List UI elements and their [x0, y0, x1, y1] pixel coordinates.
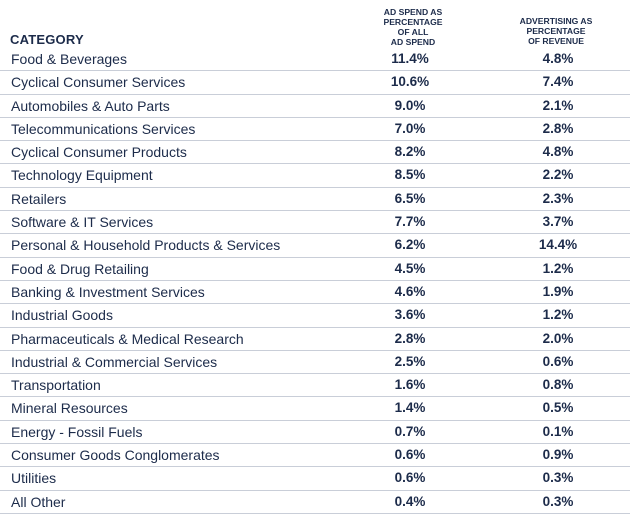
table-row: Food & Drug Retailing 4.5% 1.2%: [0, 258, 630, 281]
ad-pct-revenue-cell: 0.9%: [542, 447, 574, 463]
ad-spend-share-cell: 0.4%: [394, 493, 426, 509]
category-cell: Personal & Household Products & Services: [11, 237, 281, 254]
table-row: Food & Beverages 11.4% 4.8%: [0, 48, 630, 72]
table-row: Consumer Goods Conglomerates 0.6% 0.9%: [0, 444, 630, 468]
ad-pct-revenue-cell: 14.4%: [538, 237, 578, 253]
ad-pct-revenue-cell: 0.8%: [542, 377, 574, 393]
category-cell: Retailers: [11, 190, 67, 207]
ad-spend-share-column-header: AD SPEND AS PERCENTAGE OF ALL AD SPEND: [365, 7, 461, 47]
ad-pct-revenue-cell: 2.1%: [542, 97, 574, 113]
table-row: Mineral Resources 1.4% 0.5%: [0, 397, 630, 421]
ad-pct-revenue-cell: 4.8%: [542, 51, 574, 66]
table-row: Utilities 0.6% 0.3%: [0, 467, 630, 491]
table-row: Software & IT Services 7.7% 3.7%: [0, 211, 630, 235]
ad-spend-share-cell: 6.2%: [394, 237, 426, 253]
ad-spend-share-cell: 0.7%: [394, 423, 426, 439]
ad-pct-revenue-column-header: ADVERTISING AS PERCENTAGE OF REVENUE: [504, 16, 608, 46]
table-row: Transportation 1.6% 0.8%: [0, 374, 630, 398]
category-cell: Industrial Goods: [11, 307, 113, 324]
category-cell: Automobiles & Auto Parts: [11, 97, 170, 114]
header-line: PERCENTAGE: [526, 26, 586, 36]
category-cell: Energy - Fossil Fuels: [11, 423, 143, 440]
ad-spend-share-cell: 10.6%: [390, 74, 430, 90]
ad-spend-share-cell: 4.6%: [394, 283, 426, 299]
table-header: CATEGORY AD SPEND AS PERCENTAGE OF ALL A…: [0, 0, 630, 48]
table-row: Telecommunications Services 7.0% 2.8%: [0, 118, 630, 142]
table-row: Personal & Household Products & Services…: [0, 234, 630, 258]
table-body: Food & Beverages 11.4% 4.8% Cyclical Consum…: [0, 48, 630, 514]
ad-spend-share-cell: 0.6%: [394, 447, 426, 463]
table-row: Energy - Fossil Fuels 0.7% 0.1%: [0, 421, 630, 445]
ad-spend-share-cell: 9.0%: [394, 97, 426, 113]
ad-spend-share-cell: 4.5%: [394, 260, 426, 276]
ad-pct-revenue-cell: 0.1%: [542, 423, 574, 439]
category-cell: Banking & Investment Services: [11, 283, 205, 300]
table-row: Technology Equipment 8.5% 2.2%: [0, 164, 630, 188]
table-row: All Other 0.4% 0.3%: [0, 491, 630, 514]
ad-spend-share-cell: 2.5%: [394, 353, 426, 369]
table-row: Banking & Investment Services 4.6% 1.9%: [0, 281, 630, 305]
table-row: Retailers 6.5% 2.3%: [0, 188, 630, 212]
ad-pct-revenue-cell: 7.4%: [542, 74, 574, 90]
ad-spend-share-cell: 7.0%: [394, 120, 426, 136]
table-row: Automobiles & Auto Parts 9.0% 2.1%: [0, 95, 630, 118]
ad-spend-share-cell: 11.4%: [391, 51, 429, 66]
ad-pct-revenue-cell: 4.8%: [542, 144, 574, 160]
table-row: Industrial Goods 3.6% 1.2%: [0, 304, 630, 328]
category-column-header: CATEGORY: [10, 32, 84, 47]
table-row: Cyclical Consumer Products 8.2% 4.8%: [0, 141, 630, 165]
category-cell: Telecommunications Services: [11, 120, 196, 137]
category-cell: Software & IT Services: [11, 214, 154, 231]
ad-pct-revenue-cell: 1.2%: [542, 307, 574, 323]
ad-spend-share-cell: 1.6%: [394, 377, 426, 393]
category-cell: Consumer Goods Conglomerates: [11, 447, 220, 464]
ad-pct-revenue-cell: 1.2%: [542, 260, 574, 276]
ad-spend-share-cell: 3.6%: [394, 307, 426, 323]
header-line: OF ALL: [397, 27, 429, 37]
ad-pct-revenue-cell: 2.8%: [542, 120, 574, 136]
category-cell: Transportation: [11, 377, 101, 394]
ad-pct-revenue-cell: 3.7%: [542, 214, 574, 230]
ad-spend-share-cell: 8.5%: [394, 167, 426, 183]
header-line: AD SPEND AS: [383, 7, 443, 17]
header-line: PERCENTAGE: [383, 17, 443, 27]
ad-pct-revenue-cell: 0.6%: [542, 353, 574, 369]
category-cell: All Other: [11, 493, 66, 510]
header-line: ADVERTISING AS: [519, 16, 593, 26]
category-cell: Industrial & Commercial Services: [11, 353, 218, 370]
category-cell: Cyclical Consumer Services: [11, 74, 186, 91]
ad-pct-revenue-cell: 0.5%: [542, 400, 574, 416]
category-cell: Cyclical Consumer Products: [11, 144, 187, 161]
ad-pct-revenue-cell: 2.0%: [542, 330, 574, 346]
header-line: OF REVENUE: [528, 36, 584, 46]
category-cell: Pharmaceuticals & Medical Research: [11, 330, 244, 347]
ad-pct-revenue-cell: 0.3%: [542, 470, 574, 486]
ad-pct-revenue-cell: 2.2%: [542, 167, 574, 183]
ad-pct-revenue-cell: 1.9%: [542, 283, 574, 299]
ad-pct-revenue-cell: 2.3%: [542, 190, 574, 206]
ad-spend-share-cell: 2.8%: [394, 330, 426, 346]
table-row: Industrial & Commercial Services 2.5% 0.6%: [0, 351, 630, 375]
ad-spend-share-cell: 6.5%: [394, 190, 426, 206]
category-cell: Food & Beverages: [11, 51, 127, 67]
ad-pct-revenue-cell: 0.3%: [542, 493, 574, 509]
category-cell: Food & Drug Retailing: [11, 260, 149, 277]
category-cell: Mineral Resources: [11, 400, 128, 417]
ad-spend-share-cell: 8.2%: [394, 144, 426, 160]
ad-spend-share-cell: 1.4%: [394, 400, 426, 416]
table-row: Pharmaceuticals & Medical Research 2.8% 2.…: [0, 328, 630, 351]
table-row: Cyclical Consumer Services 10.6% 7.4%: [0, 71, 630, 95]
ad-spend-share-cell: 7.7%: [394, 214, 426, 230]
category-cell: Utilities: [11, 470, 57, 487]
ad-spend-share-cell: 0.6%: [394, 470, 426, 486]
header-line: AD SPEND: [390, 37, 436, 47]
category-cell: Technology Equipment: [11, 167, 153, 184]
